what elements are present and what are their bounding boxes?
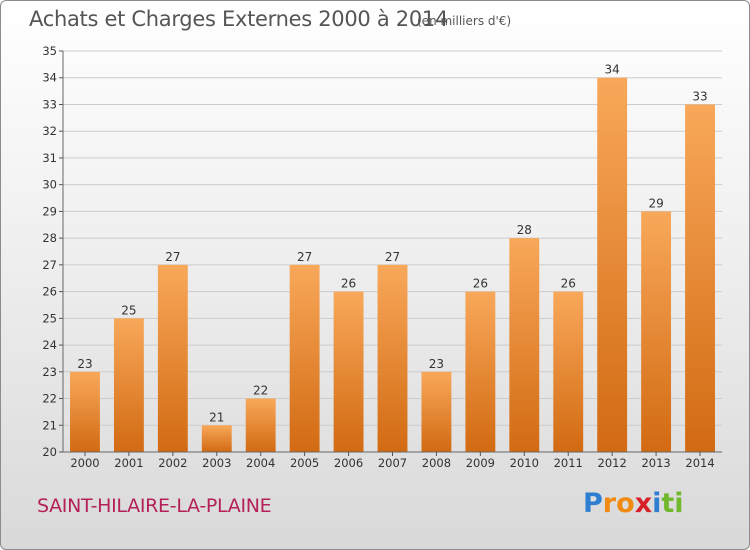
y-tick-label: 30 xyxy=(42,178,57,192)
logo-letter: P xyxy=(583,488,603,519)
x-tick-label: 2000 xyxy=(70,456,99,470)
bar xyxy=(157,264,188,452)
logo-letter: t xyxy=(661,488,675,519)
y-tick-label: 21 xyxy=(42,418,57,432)
data-label: 25 xyxy=(121,303,136,317)
y-tick-label: 27 xyxy=(42,258,57,272)
logo-letter: i xyxy=(652,488,662,519)
bar xyxy=(641,211,672,452)
logo-letter: o xyxy=(616,488,635,519)
x-tick-label: 2013 xyxy=(641,456,670,470)
bar xyxy=(377,264,408,452)
y-tick-label: 24 xyxy=(42,338,57,352)
y-tick-label: 28 xyxy=(42,231,57,245)
data-label: 27 xyxy=(385,250,400,264)
bar xyxy=(245,398,276,452)
y-tick-label: 32 xyxy=(42,124,57,138)
y-tick-label: 34 xyxy=(42,71,57,85)
data-label: 27 xyxy=(297,250,312,264)
x-tick-label: 2010 xyxy=(510,456,539,470)
data-label: 26 xyxy=(561,277,576,291)
logo-letter: x xyxy=(634,488,653,519)
y-tick-label: 25 xyxy=(42,311,57,325)
y-tick-label: 26 xyxy=(42,285,57,299)
commune-name: SAINT-HILAIRE-LA-PLAINE xyxy=(37,495,272,517)
x-tick-label: 2006 xyxy=(334,456,363,470)
logo-letter: r xyxy=(602,488,617,519)
y-tick-label: 35 xyxy=(42,44,57,58)
x-tick-label: 2002 xyxy=(158,456,187,470)
x-tick-label: 2009 xyxy=(466,456,495,470)
x-tick-label: 2007 xyxy=(378,456,407,470)
bar xyxy=(553,291,584,452)
bar xyxy=(113,318,144,452)
data-label: 21 xyxy=(209,410,224,424)
y-tick-label: 31 xyxy=(42,151,57,165)
data-label: 34 xyxy=(605,63,620,77)
x-tick-label: 2014 xyxy=(685,456,714,470)
bar xyxy=(597,77,628,452)
y-tick-label: 29 xyxy=(42,204,57,218)
bar xyxy=(685,104,715,452)
bar xyxy=(70,371,100,452)
chart-title: Achats et Charges Externes 2000 à 2014 xyxy=(29,7,449,31)
data-label: 28 xyxy=(517,223,532,237)
bars: 23 25 27 21 22 27 26 27 23 26 28 26 34 29 33 xyxy=(70,63,715,452)
data-label: 22 xyxy=(253,384,268,398)
bar xyxy=(421,371,452,452)
chart-subtitle: (en milliers d'€) xyxy=(417,14,512,28)
data-label: 23 xyxy=(77,357,92,371)
x-tick-label: 2008 xyxy=(422,456,451,470)
bar xyxy=(509,238,540,452)
y-tick-label: 20 xyxy=(42,445,57,459)
x-tick-label: 2005 xyxy=(290,456,319,470)
data-label: 26 xyxy=(473,277,488,291)
logo-letter: i xyxy=(674,488,684,519)
bar xyxy=(465,291,496,452)
y-tick-label: 23 xyxy=(42,365,57,379)
x-tick-label: 2004 xyxy=(246,456,275,470)
x-tick-label: 2012 xyxy=(598,456,627,470)
x-tick-label: 2011 xyxy=(554,456,583,470)
data-label: 27 xyxy=(165,250,180,264)
data-label: 29 xyxy=(648,196,663,210)
bar xyxy=(333,291,364,452)
data-label: 23 xyxy=(429,357,444,371)
proxiti-logo[interactable]: Proxiti xyxy=(583,488,684,519)
bar xyxy=(289,264,320,452)
bar xyxy=(201,425,232,452)
data-label: 33 xyxy=(692,89,707,103)
y-tick-label: 33 xyxy=(42,97,57,111)
x-tick-label: 2001 xyxy=(114,456,143,470)
axes: 20 21 22 23 24 25 26 27 28 29 30 31 32 33 34 35 2000 2001… xyxy=(42,44,722,470)
x-tick-label: 2003 xyxy=(202,456,231,470)
data-label: 26 xyxy=(341,277,356,291)
y-tick-label: 22 xyxy=(42,392,57,406)
